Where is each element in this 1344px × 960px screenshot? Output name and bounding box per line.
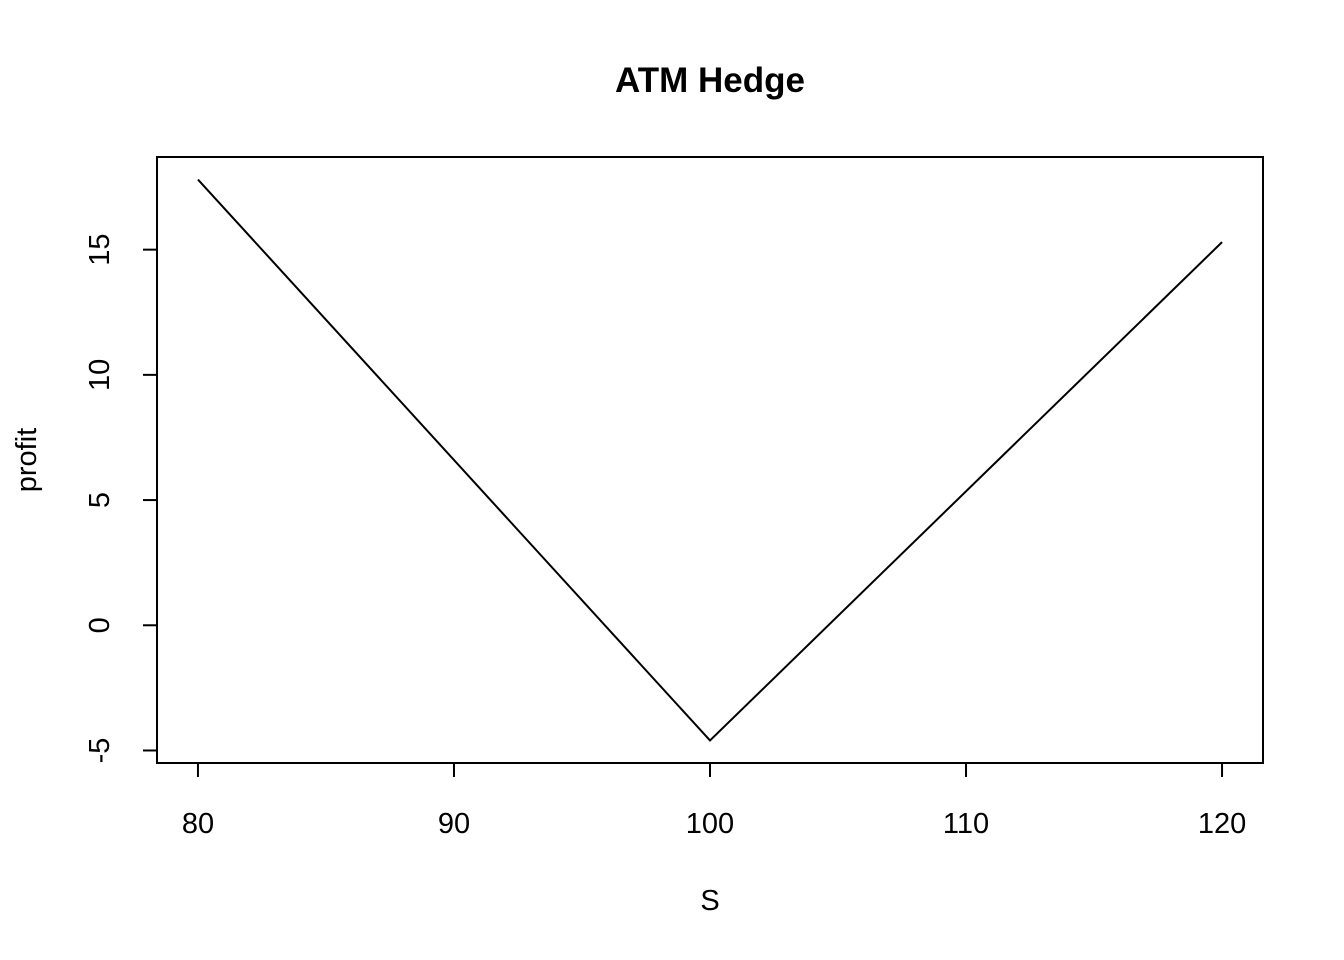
y-tick-label: -5: [84, 738, 116, 764]
y-tick-label: 5: [84, 492, 116, 508]
x-axis-label: S: [700, 885, 719, 917]
chart-title: ATM Hedge: [615, 61, 805, 100]
y-axis: -5 0 5 10 15: [84, 234, 158, 764]
y-tick-label: 15: [84, 234, 116, 266]
plot-frame: [156, 156, 1264, 764]
x-tick-label: 100: [686, 808, 734, 840]
x-tick-label: 110: [943, 808, 989, 840]
x-tick-label: 120: [1198, 808, 1246, 840]
series-layer: [197, 178, 1223, 742]
y-tick-label: 10: [84, 359, 116, 391]
x-tick-label: 90: [438, 808, 470, 840]
y-axis-label: profit: [11, 428, 43, 492]
y-tick-label: 0: [84, 617, 116, 633]
series-line-0: [197, 178, 1223, 742]
x-tick-label: 80: [182, 808, 214, 840]
x-axis: 80 90 100 110 120: [182, 762, 1246, 840]
